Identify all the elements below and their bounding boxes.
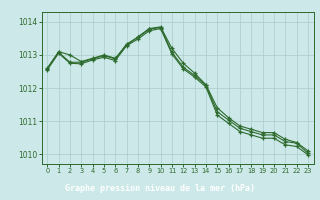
Text: Graphe pression niveau de la mer (hPa): Graphe pression niveau de la mer (hPa): [65, 184, 255, 193]
